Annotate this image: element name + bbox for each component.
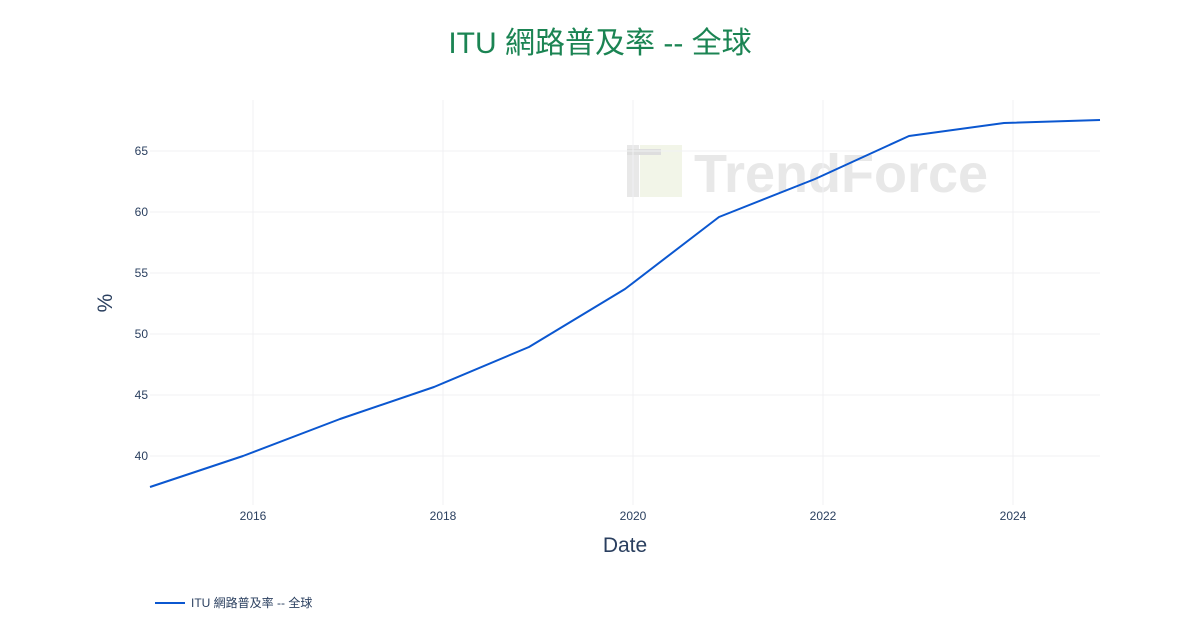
x-tick: 2024 xyxy=(1000,509,1027,523)
y-tick: 65 xyxy=(135,144,149,158)
watermark-text: TrendForce xyxy=(694,144,988,204)
x-gridlines xyxy=(252,100,1014,505)
y-tick: 50 xyxy=(135,327,149,341)
legend-line-swatch-icon[interactable] xyxy=(155,601,185,604)
y-tick: 60 xyxy=(135,205,149,219)
x-tick: 2020 xyxy=(620,509,647,523)
y-tick: 55 xyxy=(135,266,149,280)
x-tick: 2022 xyxy=(810,509,837,523)
x-axis-ticks: 2016 2018 2020 2022 2024 xyxy=(240,509,1027,523)
x-tick: 2018 xyxy=(430,509,457,523)
y-axis-title: % xyxy=(94,294,117,313)
y-tick: 45 xyxy=(135,388,149,402)
legend-label[interactable]: ITU 網路普及率 -- 全球 xyxy=(191,596,313,610)
x-axis-title: Date xyxy=(603,534,647,557)
y-tick: 40 xyxy=(135,449,149,463)
chart-title: ITU 網路普及率 -- 全球 xyxy=(448,27,752,60)
x-tick: 2016 xyxy=(240,509,267,523)
y-axis-ticks: 40 45 50 55 60 65 xyxy=(135,144,149,463)
watermark: TrendForce xyxy=(627,144,988,204)
legend: ITU 網路普及率 -- 全球 xyxy=(155,594,312,611)
y-gridlines xyxy=(150,150,1100,457)
series-line[interactable] xyxy=(149,119,1101,488)
